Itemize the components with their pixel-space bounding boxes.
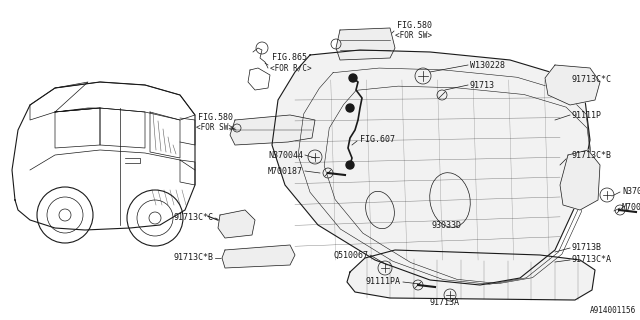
- Text: M700196: M700196: [622, 204, 640, 212]
- Text: FIG.580: FIG.580: [397, 21, 432, 30]
- Text: 91713C*C: 91713C*C: [572, 76, 612, 84]
- Text: <FOR SW>: <FOR SW>: [196, 124, 233, 132]
- Text: M700187: M700187: [268, 166, 303, 175]
- Polygon shape: [222, 245, 295, 268]
- Polygon shape: [347, 250, 595, 300]
- Text: 91713C*A: 91713C*A: [572, 255, 612, 265]
- Polygon shape: [230, 115, 315, 145]
- Text: 91713: 91713: [470, 81, 495, 90]
- Polygon shape: [336, 28, 395, 60]
- Circle shape: [349, 74, 357, 82]
- Text: 93033D: 93033D: [432, 220, 462, 229]
- Text: FIG.607: FIG.607: [360, 135, 395, 145]
- Text: N370044: N370044: [268, 150, 303, 159]
- Text: 91713C*C: 91713C*C: [173, 213, 213, 222]
- Text: <FOR R/C>: <FOR R/C>: [270, 63, 312, 73]
- Text: 91713C*B: 91713C*B: [173, 253, 213, 262]
- Text: FIG.865: FIG.865: [272, 53, 307, 62]
- Polygon shape: [560, 150, 600, 210]
- Text: 91111P: 91111P: [572, 110, 602, 119]
- Polygon shape: [545, 65, 600, 105]
- Circle shape: [346, 104, 354, 112]
- Text: N370044: N370044: [622, 188, 640, 196]
- Text: Q510067: Q510067: [333, 251, 368, 260]
- Polygon shape: [272, 50, 590, 285]
- Polygon shape: [218, 210, 255, 238]
- Text: 91713C*B: 91713C*B: [572, 150, 612, 159]
- Text: A914001156: A914001156: [589, 306, 636, 315]
- Text: 91713B: 91713B: [572, 244, 602, 252]
- Text: <FOR SW>: <FOR SW>: [395, 31, 432, 41]
- Text: W130228: W130228: [470, 60, 505, 69]
- Text: FIG.580: FIG.580: [198, 114, 233, 123]
- Text: 91111PA: 91111PA: [366, 277, 401, 286]
- Circle shape: [346, 161, 354, 169]
- Text: 91713A: 91713A: [430, 298, 460, 307]
